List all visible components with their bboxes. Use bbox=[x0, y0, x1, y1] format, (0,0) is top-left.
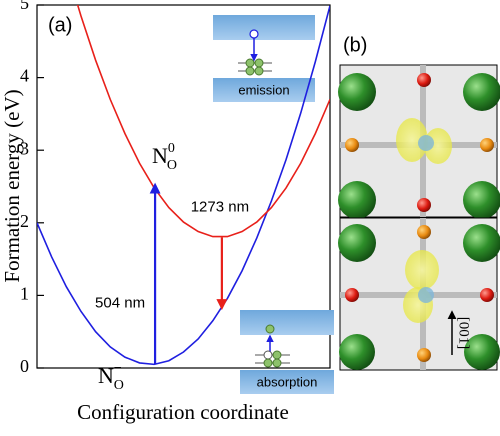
structure-top bbox=[338, 64, 500, 219]
electron bbox=[265, 324, 275, 334]
electron bbox=[245, 66, 255, 76]
electron bbox=[272, 350, 282, 360]
atom bbox=[463, 181, 500, 219]
atom bbox=[463, 73, 500, 111]
y-tick-label: 0 bbox=[20, 356, 29, 376]
x-axis-label: Configuration coordinate bbox=[77, 400, 289, 424]
plot-frame bbox=[36, 4, 331, 369]
curve bbox=[37, 5, 330, 366]
atom bbox=[417, 198, 431, 212]
atom bbox=[345, 288, 359, 302]
absorption-inset: absorption bbox=[240, 310, 334, 394]
curve bbox=[76, 5, 330, 238]
y-tick-label: 5 bbox=[20, 0, 29, 13]
panel-label: (b) bbox=[343, 34, 367, 56]
atom bbox=[338, 73, 376, 111]
electron bbox=[254, 66, 264, 76]
band bbox=[213, 15, 315, 40]
plot-area bbox=[37, 5, 330, 366]
atom bbox=[418, 287, 434, 303]
band bbox=[213, 78, 315, 102]
annotation: 1273 nm bbox=[191, 198, 249, 215]
spin-density bbox=[396, 118, 428, 162]
atom bbox=[480, 138, 494, 152]
panel-b: (b) bbox=[338, 34, 500, 371]
electron bbox=[263, 358, 273, 368]
electron bbox=[254, 58, 264, 68]
state-label: N− O bbox=[98, 361, 124, 393]
electron bbox=[245, 58, 255, 68]
panel-label: (a) bbox=[48, 14, 72, 36]
band bbox=[240, 310, 334, 335]
atom bbox=[338, 224, 376, 262]
atom bbox=[339, 334, 375, 370]
structure-bottom: [001] bbox=[338, 217, 500, 371]
atom bbox=[345, 138, 359, 152]
annotation: 504 nm bbox=[95, 295, 145, 312]
atom bbox=[418, 135, 434, 151]
inset-label: emission bbox=[238, 82, 289, 97]
hole bbox=[263, 350, 273, 360]
y-tick-label: 1 bbox=[20, 284, 29, 304]
band bbox=[240, 370, 334, 394]
atom bbox=[464, 334, 500, 370]
atom bbox=[463, 224, 500, 262]
electron bbox=[249, 29, 259, 39]
direction-label: [001] bbox=[456, 317, 472, 350]
y-tick-label: 4 bbox=[20, 66, 29, 86]
inset-label: absorption bbox=[257, 374, 318, 389]
state-label: N0 O bbox=[152, 141, 177, 173]
electron bbox=[272, 358, 282, 368]
atom bbox=[480, 288, 494, 302]
atom bbox=[338, 181, 376, 219]
emission-inset: emission bbox=[213, 15, 315, 102]
y-tick-label: 3 bbox=[20, 138, 29, 158]
y-axis-label: Formation energy (eV) bbox=[0, 89, 24, 282]
atom bbox=[417, 73, 431, 87]
panel-a: (a) Configuration coordinate Formation e… bbox=[0, 0, 334, 424]
y-tick-label: 2 bbox=[20, 211, 29, 231]
atom bbox=[417, 348, 431, 362]
atom bbox=[417, 225, 431, 239]
spin-density bbox=[405, 250, 439, 290]
